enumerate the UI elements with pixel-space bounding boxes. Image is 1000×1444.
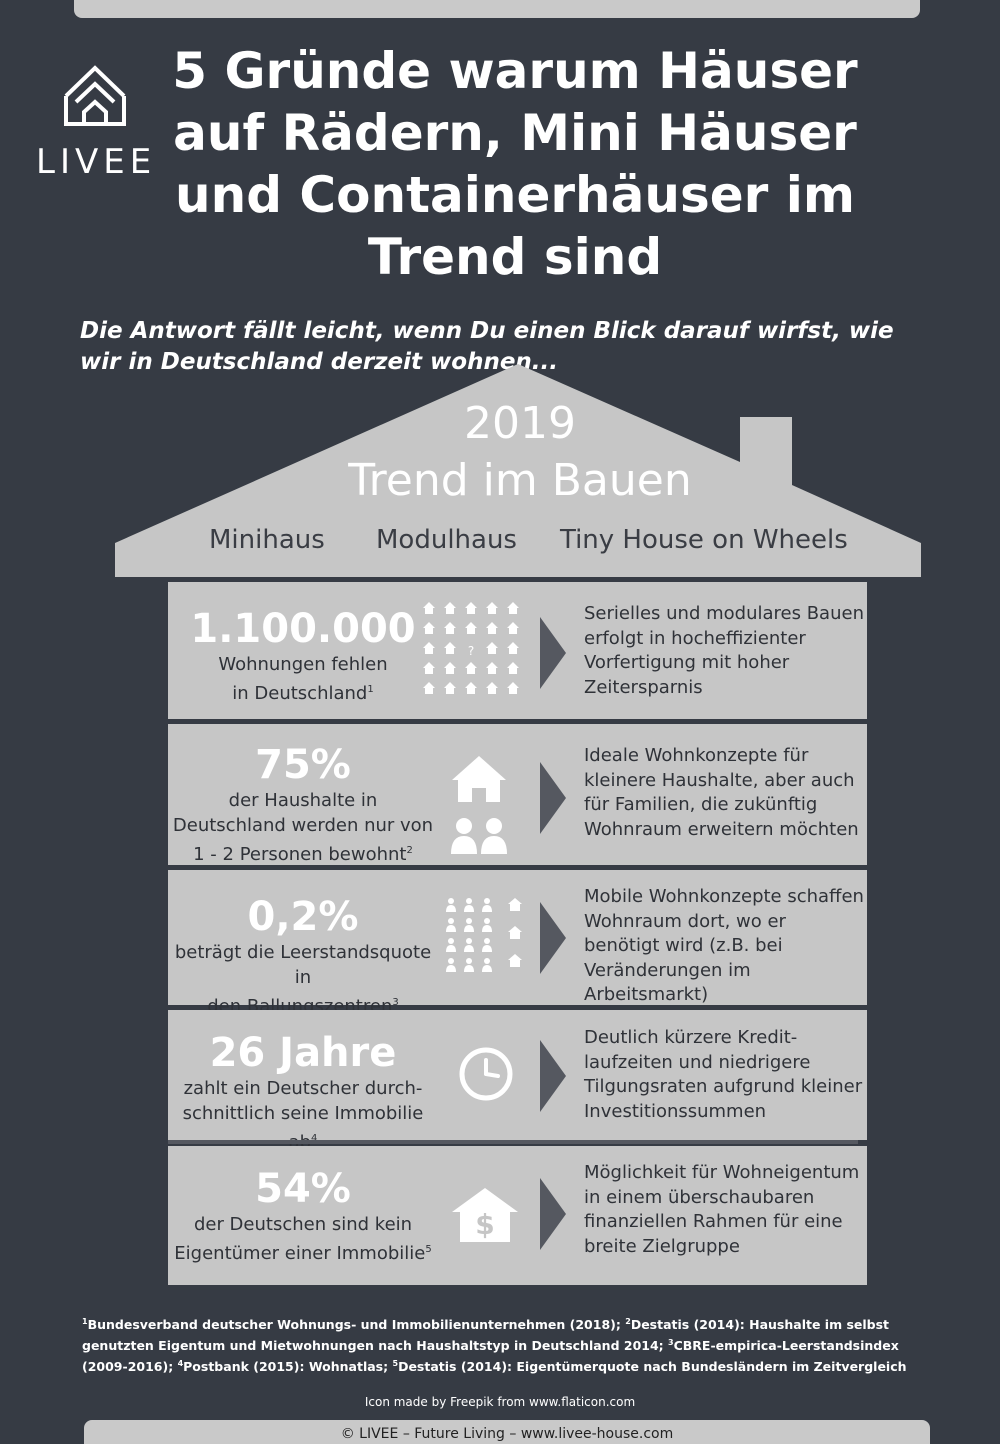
row-description: Mobile Wohnkonzepte schaffen Wohnraum do… [584, 886, 864, 1005]
house-year: 2019 [464, 398, 576, 449]
top-bar [74, 0, 920, 18]
house-people-icon [451, 756, 507, 854]
svg-text:?: ? [468, 644, 474, 658]
stat-value: 75% [255, 742, 351, 788]
stat-text: zahlt ein Deutscher durch-schnittlich se… [182, 1078, 424, 1153]
page-title: 5 Gründe warum Häuser auf Rädern, Mini H… [172, 42, 858, 286]
stat-text: beträgt die Leerstandsquote in den Ballun… [174, 942, 432, 1017]
svg-text:$: $ [475, 1208, 494, 1241]
type-tiny-house: Tiny House on Wheels [560, 525, 848, 555]
houses-grid-icon: ? [423, 602, 519, 694]
stat-row-2: 75% der Haushalte in Deutschland werden n… [168, 724, 867, 865]
arrow-icon [540, 1040, 566, 1112]
house-heading: Trend im Bauen [348, 455, 692, 506]
row-description: Ideale Wohnkonzepte für kleinere Haushal… [584, 745, 859, 840]
arrow-icon [540, 1178, 566, 1250]
arrow-icon [540, 902, 566, 974]
page-subtitle: Die Antwort fällt leicht, wenn Du einen … [80, 318, 894, 375]
stat-value: 1.100.000 [190, 606, 416, 652]
row-description: Möglichkeit für Wohneigentum in einem üb… [584, 1162, 860, 1257]
stat-block: 54% der Deutschen sind kein Eigentümer ei… [168, 1166, 438, 1266]
stat-text: Wohnungen fehlen in Deutschland1 [218, 654, 388, 704]
footnotes: 1Bundesverband deutscher Wohnungs- und I… [82, 1317, 907, 1375]
type-minihaus: Minihaus [209, 525, 325, 555]
copyright-bar: © LIVEE – Future Living – www.livee-hous… [84, 1420, 930, 1444]
row-description: Deutlich kürzere Kredit-laufzeiten und n… [584, 1027, 863, 1122]
icon-credit: Icon made by Freepik from www.flaticon.c… [364, 1395, 636, 1409]
stat-row-1: 1.100.000 Wohnungen fehlen in Deutschland… [168, 582, 867, 719]
arrow-icon [540, 762, 566, 834]
stat-block: 1.100.000 Wohnungen fehlen in Deutschland… [168, 606, 438, 706]
stat-value: 0,2% [247, 894, 359, 940]
stat-value: 54% [255, 1166, 351, 1212]
clock-icon [459, 1047, 513, 1101]
stat-block: 26 Jahre zahlt ein Deutscher durch-schni… [168, 1030, 438, 1155]
stat-value: 26 Jahre [209, 1030, 397, 1076]
house-logo-icon [64, 65, 126, 126]
brand-name: LIVEE [36, 142, 157, 182]
stat-row-4: 26 Jahre zahlt ein Deutscher durch-schni… [168, 1010, 867, 1153]
stat-text: der Deutschen sind kein Eigentümer einer … [174, 1214, 432, 1264]
arrow-icon [540, 617, 566, 689]
stat-block: 75% der Haushalte in Deutschland werden n… [168, 742, 438, 867]
type-modulhaus: Modulhaus [376, 525, 517, 555]
row-description: Serielles und modulares Bauen erfolgt in… [584, 603, 864, 698]
stat-row-3: 0,2% beträgt die Leerstandsquote in den B… [168, 870, 867, 1017]
stat-text: der Haushalte in Deutschland werden nur v… [172, 790, 434, 865]
stat-row-5: 54% der Deutschen sind kein Eigentümer ei… [168, 1146, 867, 1285]
brand-logo: LIVEE [36, 62, 160, 182]
row-divider [168, 1140, 858, 1144]
house-dollar-icon: $ [452, 1188, 518, 1242]
stat-block: 0,2% beträgt die Leerstandsquote in den B… [168, 894, 438, 1019]
people-houses-icon [446, 898, 522, 972]
